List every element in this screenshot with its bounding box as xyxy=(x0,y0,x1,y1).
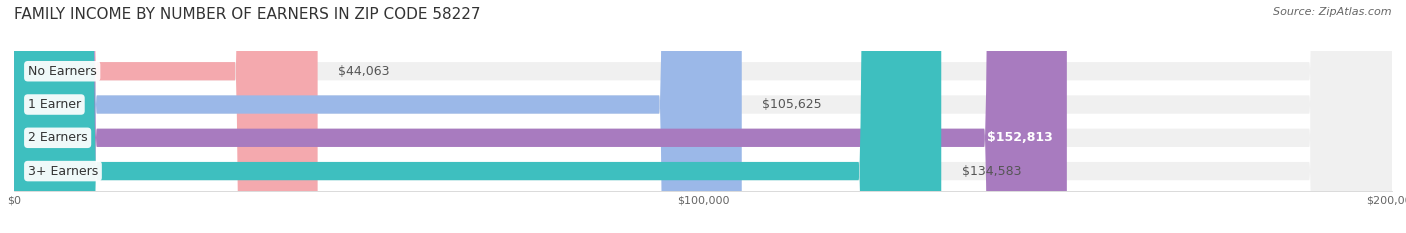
Text: $105,625: $105,625 xyxy=(762,98,823,111)
FancyBboxPatch shape xyxy=(14,0,1392,233)
FancyBboxPatch shape xyxy=(14,0,1392,233)
Text: FAMILY INCOME BY NUMBER OF EARNERS IN ZIP CODE 58227: FAMILY INCOME BY NUMBER OF EARNERS IN ZI… xyxy=(14,7,481,22)
Text: No Earners: No Earners xyxy=(28,65,97,78)
Text: 3+ Earners: 3+ Earners xyxy=(28,164,98,178)
FancyBboxPatch shape xyxy=(14,0,1067,233)
Text: 1 Earner: 1 Earner xyxy=(28,98,82,111)
FancyBboxPatch shape xyxy=(14,0,1392,233)
Text: 2 Earners: 2 Earners xyxy=(28,131,87,144)
FancyBboxPatch shape xyxy=(14,0,742,233)
Text: $134,583: $134,583 xyxy=(962,164,1021,178)
Text: Source: ZipAtlas.com: Source: ZipAtlas.com xyxy=(1274,7,1392,17)
Text: $152,813: $152,813 xyxy=(987,131,1053,144)
Text: $44,063: $44,063 xyxy=(339,65,389,78)
FancyBboxPatch shape xyxy=(14,0,1392,233)
FancyBboxPatch shape xyxy=(14,0,941,233)
FancyBboxPatch shape xyxy=(14,0,318,233)
